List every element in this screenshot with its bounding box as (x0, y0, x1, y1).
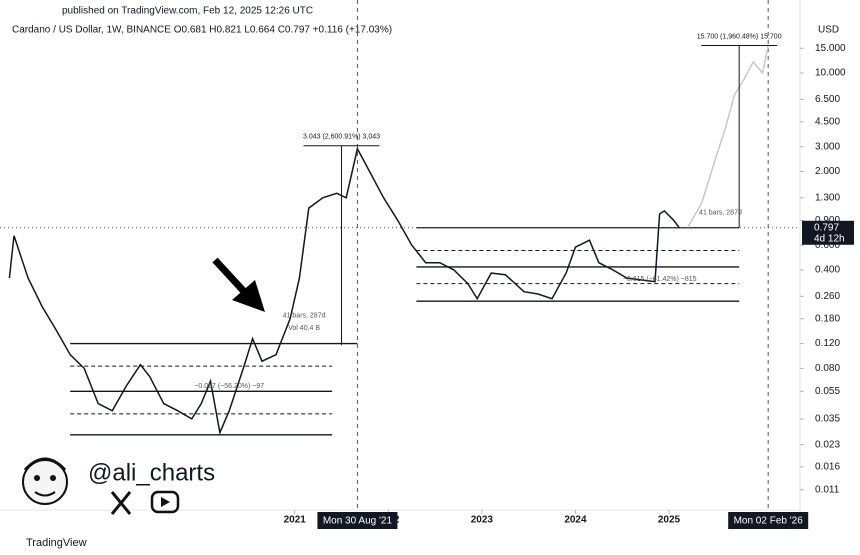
chart-title: Cardano / US Dollar, 1W, BINANCE O0.681 … (12, 25, 392, 36)
price-label-bg (802, 220, 854, 245)
y-tick-label: 15.000 (815, 43, 846, 54)
crosshair-label-bg (317, 512, 398, 529)
annotation: 41 bars, 287d (699, 210, 742, 217)
x-tick-label: 2025 (658, 515, 681, 526)
avatar (22, 457, 68, 505)
y-tick-label: 0.035 (815, 414, 840, 425)
footer: TradingView (26, 537, 87, 549)
y-tick-label: 2.000 (815, 166, 840, 177)
x-icon[interactable] (110, 491, 132, 515)
currency: USD (818, 25, 839, 36)
x-tick-label: 2023 (471, 515, 494, 526)
y-tick-label: 6.500 (815, 94, 840, 105)
price-line-series (687, 45, 769, 228)
crosshair-label-bg (728, 512, 809, 529)
y-tick-label: 4.500 (815, 117, 840, 128)
y-tick-label: 0.400 (815, 265, 840, 276)
watermark: @ali_charts (88, 459, 215, 486)
header: published on TradingView.com, Feb 12, 20… (62, 6, 313, 17)
annotation: −0.097 (−56.20%) −97 (194, 383, 264, 390)
price-label: 0.797 (814, 222, 839, 233)
y-tick-label: 0.600 (815, 240, 840, 251)
crosshair-label: Mon 02 Feb '26 (734, 516, 804, 527)
countdown: 4d 12h (814, 233, 845, 244)
y-tick-label: 10.000 (815, 68, 846, 79)
y-tick-label: 0.120 (815, 338, 840, 349)
y-tick-label: 0.180 (815, 313, 840, 324)
y-tick-label: 0.023 (815, 439, 840, 450)
y-tick-label: 1.300 (815, 192, 840, 203)
y-tick-label: 0.055 (815, 386, 840, 397)
annotation: Vol 40.4 B (288, 325, 320, 332)
arrow (212, 257, 265, 312)
x-tick-label: 2024 (564, 515, 587, 526)
y-tick-label: 0.260 (815, 291, 840, 302)
annotation: 41 bars, 287d (283, 312, 326, 319)
youtube-icon[interactable] (150, 490, 180, 514)
x-tick-label: 2021 (284, 515, 307, 526)
y-tick-label: 0.080 (815, 363, 840, 374)
annotation: −0.615 (−61.42%) −815 (623, 276, 697, 283)
measure-label: 3.043 (2,600.91%) 3,043 (303, 134, 380, 141)
crosshair-label: Mon 30 Aug '21 (323, 516, 393, 527)
y-tick-label: 0.900 (815, 215, 840, 226)
measure-label: 15.700 (1,960.48%) 15,700 (697, 33, 782, 40)
y-tick-label: 3.000 (815, 141, 840, 152)
y-tick-label: 0.016 (815, 461, 840, 472)
y-tick-label: 0.011 (815, 484, 840, 495)
